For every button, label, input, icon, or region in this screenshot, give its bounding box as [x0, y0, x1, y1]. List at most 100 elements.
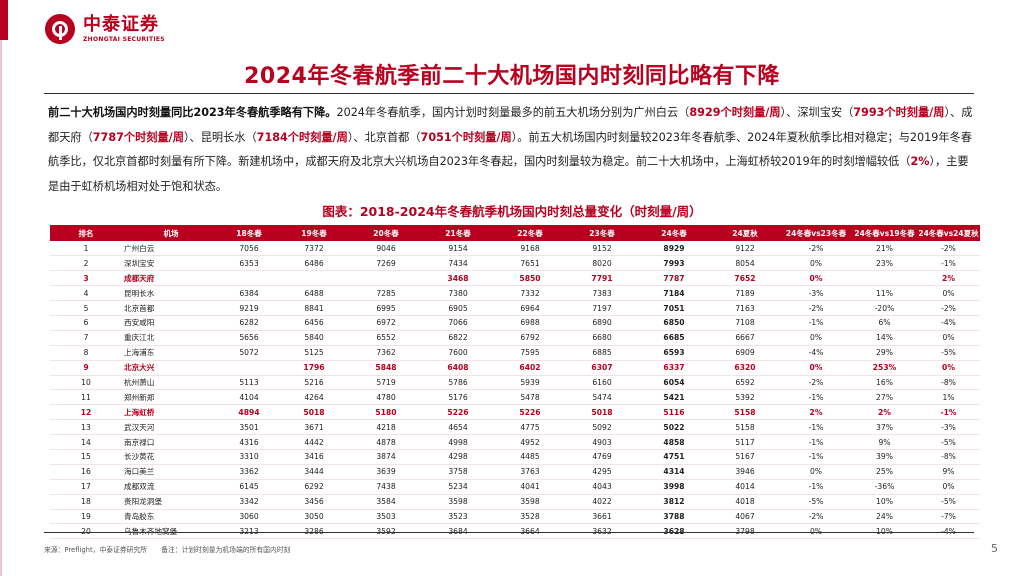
table-cell: 7332 — [520, 288, 540, 298]
table-cell: 2% — [942, 273, 955, 283]
table-cell: 6160 — [592, 377, 612, 387]
table-cell: 7380 — [448, 288, 468, 298]
table-cell: 7434 — [448, 258, 468, 268]
table-row: 9 北京大兴 1796 5848 6408 6402 6307 6337 6320 0% 253% 0… — [50, 360, 980, 376]
airport-slots-table: 排名 机场 18冬春 19冬春 20冬春 21冬春 22冬春 23冬春 24冬春 24夏秋 24冬春… — [50, 225, 980, 539]
table-cell: 17 — [81, 482, 91, 492]
table-cell: -1% — [808, 482, 824, 492]
footer: 来源：Preflight，中泰证券研究所 备注：计划时刻量为机场端的所有国内时刻 — [44, 544, 302, 554]
table-cell: 4 — [83, 288, 89, 298]
table-cell: 9046 — [376, 243, 396, 253]
table-cell: 5117 — [735, 437, 755, 447]
airport-name-cell: 上海浦东 — [124, 348, 155, 358]
table-row: 11 郑州新郑 4104 4264 4780 5176 5478 5474 5421 5392 -1… — [50, 390, 980, 405]
table-cell: -2% — [808, 243, 824, 253]
table-cell: 21% — [876, 243, 893, 253]
table-cell: 7189 — [735, 288, 755, 298]
table-cell: 7051 — [663, 303, 685, 313]
table-cell: 2% — [878, 407, 891, 417]
airport-name-cell: 北京大兴 — [124, 363, 155, 373]
table-row: 8 上海浦东 5072 5125 7362 7600 7595 6885 6593 6909 -4%… — [50, 345, 980, 361]
table-cell: 4878 — [376, 437, 396, 447]
table-cell: 6964 — [520, 303, 540, 313]
table-cell: 4314 — [663, 467, 685, 477]
table-cell: 7197 — [592, 303, 612, 313]
table-cell: 1 — [83, 243, 89, 253]
table-cell: -2% — [808, 303, 824, 313]
table-cell: 4067 — [735, 511, 755, 521]
table-cell: 7791 — [591, 273, 613, 283]
table-cell: 7595 — [520, 348, 540, 358]
table-cell: 3632 — [566, 524, 638, 539]
table-cell: 5158 — [734, 407, 756, 417]
table-cell: 0% — [942, 333, 955, 343]
table-cell: 6307 — [591, 363, 613, 373]
table-cell: 19 — [81, 511, 91, 521]
table-cell: 6885 — [592, 348, 612, 358]
table-cell: 4858 — [663, 437, 685, 447]
table-row: 13 武汉天河 3501 3671 4218 4654 4775 5092 5022 5158 -1… — [50, 420, 980, 435]
airport-name-cell: 重庆江北 — [124, 333, 155, 343]
table-cell: 6 — [83, 318, 89, 328]
table-cell: 1796 — [303, 363, 325, 373]
table-cell: 6384 — [239, 288, 259, 298]
column-header: 21冬春 — [422, 225, 494, 241]
table-row: 4 昆明长水 6384 6488 7285 7380 7332 7383 7184 7189 -3%… — [50, 286, 980, 301]
table-cell: 4043 — [592, 482, 612, 492]
table-cell — [350, 271, 422, 286]
airport-name-cell: 杭州萧山 — [124, 377, 155, 387]
table-cell: 7 — [83, 333, 89, 343]
airport-name-cell: 长沙黄花 — [124, 452, 155, 462]
table-cell: 4485 — [520, 452, 540, 462]
table-cell: 8054 — [735, 258, 755, 268]
table-cell: 6988 — [520, 318, 540, 328]
table-cell — [220, 271, 278, 286]
table-row: 19 青岛胶东 3060 3050 3503 3523 3528 3661 3788 4067 -2… — [50, 509, 980, 524]
accent-bar — [0, 0, 8, 40]
side-divider — [0, 40, 2, 576]
table-cell: 6282 — [239, 318, 259, 328]
table-cell: 3946 — [735, 467, 755, 477]
table-cell: 6337 — [663, 363, 685, 373]
table-cell: 3528 — [520, 511, 540, 521]
table-cell: -3% — [941, 422, 956, 432]
table-cell: 3763 — [520, 467, 540, 477]
table-cell: 14% — [876, 333, 893, 343]
table-cell: 6667 — [735, 333, 755, 343]
table-cell: 7163 — [735, 303, 755, 313]
table-cell: 10 — [81, 377, 91, 387]
table-header-row: 排名 机场 18冬春 19冬春 20冬春 21冬春 22冬春 23冬春 24冬春 24夏秋 24冬春… — [50, 225, 980, 241]
table-cell: 4903 — [592, 437, 612, 447]
table-cell: 5 — [83, 303, 89, 313]
table-cell: -2% — [941, 243, 956, 253]
table-cell: 16 — [81, 467, 91, 477]
table-cell: 5018 — [591, 407, 613, 417]
table-cell: 6% — [878, 318, 891, 328]
table-cell: 5850 — [519, 273, 541, 283]
table-row: 6 西安咸阳 6282 6456 6972 7066 6988 6890 6850 7108 -1%… — [50, 315, 980, 331]
table-row: 12 上海虹桥 4894 5018 5180 5226 5226 5018 5116 5158 2%… — [50, 405, 980, 420]
table-row: 5 北京首都 9219 8841 6995 6905 6964 7197 7051 7163 -2%… — [50, 301, 980, 316]
table-cell: 7652 — [734, 273, 756, 283]
table-cell: 7993 — [663, 258, 685, 268]
table-cell: 0% — [809, 273, 823, 283]
table-cell: 6592 — [735, 377, 755, 387]
table-cell: 0% — [942, 482, 955, 492]
table-cell: 5939 — [520, 377, 540, 387]
table-cell: 3213 — [220, 524, 278, 539]
table-cell: 7438 — [376, 482, 396, 492]
table-cell: 20 — [50, 524, 122, 539]
table-cell: 3874 — [376, 452, 396, 462]
table-cell: 5234 — [448, 482, 468, 492]
table-cell: 4998 — [448, 437, 468, 447]
table-cell: 3798 — [710, 524, 780, 539]
table-cell: 6995 — [376, 303, 396, 313]
table-cell: 0% — [809, 258, 823, 268]
column-header: 19冬春 — [278, 225, 350, 241]
table-cell: 3598 — [448, 497, 468, 507]
table-cell: 5125 — [304, 348, 324, 358]
table-cell: 6488 — [304, 288, 324, 298]
table-cell: 5022 — [663, 422, 685, 432]
table-cell: 253% — [872, 363, 897, 373]
table-cell: -1% — [808, 437, 824, 447]
